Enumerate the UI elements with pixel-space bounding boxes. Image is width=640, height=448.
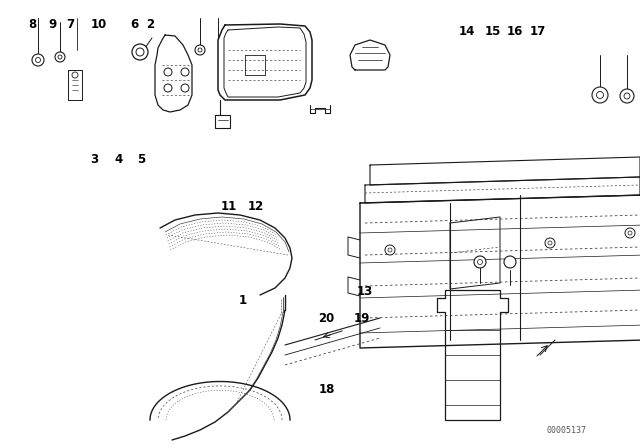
Text: 8: 8 [28, 18, 36, 31]
Circle shape [624, 93, 630, 99]
Circle shape [164, 84, 172, 92]
Circle shape [164, 68, 172, 76]
Circle shape [181, 84, 189, 92]
Circle shape [35, 57, 40, 63]
Circle shape [55, 52, 65, 62]
Circle shape [136, 48, 144, 56]
Circle shape [545, 238, 555, 248]
Text: 12: 12 [248, 199, 264, 213]
Text: 2: 2 [147, 18, 154, 31]
Circle shape [625, 228, 635, 238]
Circle shape [198, 48, 202, 52]
Text: 11: 11 [221, 199, 237, 213]
Text: 9: 9 [49, 18, 56, 31]
Circle shape [181, 68, 189, 76]
Text: 7: 7 [67, 18, 74, 31]
Text: 6: 6 [131, 18, 138, 31]
Text: 00005137: 00005137 [547, 426, 586, 435]
Text: 4: 4 [115, 152, 122, 166]
Text: 18: 18 [318, 383, 335, 396]
Text: 14: 14 [459, 25, 476, 38]
Text: 10: 10 [91, 18, 108, 31]
Text: 17: 17 [529, 25, 546, 38]
Circle shape [58, 55, 62, 59]
Circle shape [132, 44, 148, 60]
Circle shape [620, 89, 634, 103]
Circle shape [474, 256, 486, 268]
Circle shape [385, 245, 395, 255]
Text: 1: 1 [239, 293, 247, 307]
Circle shape [548, 241, 552, 245]
Circle shape [195, 45, 205, 55]
Circle shape [477, 259, 483, 264]
Circle shape [32, 54, 44, 66]
Circle shape [504, 256, 516, 268]
Circle shape [72, 72, 78, 78]
Circle shape [592, 87, 608, 103]
Text: 16: 16 [507, 25, 524, 38]
Text: 13: 13 [356, 284, 373, 298]
Text: 20: 20 [318, 311, 335, 325]
Text: 3: 3 [91, 152, 99, 166]
Circle shape [388, 248, 392, 252]
Text: 15: 15 [484, 25, 501, 38]
Circle shape [628, 231, 632, 235]
Text: 19: 19 [353, 311, 370, 325]
Text: 5: 5 [137, 152, 145, 166]
Circle shape [596, 91, 604, 99]
